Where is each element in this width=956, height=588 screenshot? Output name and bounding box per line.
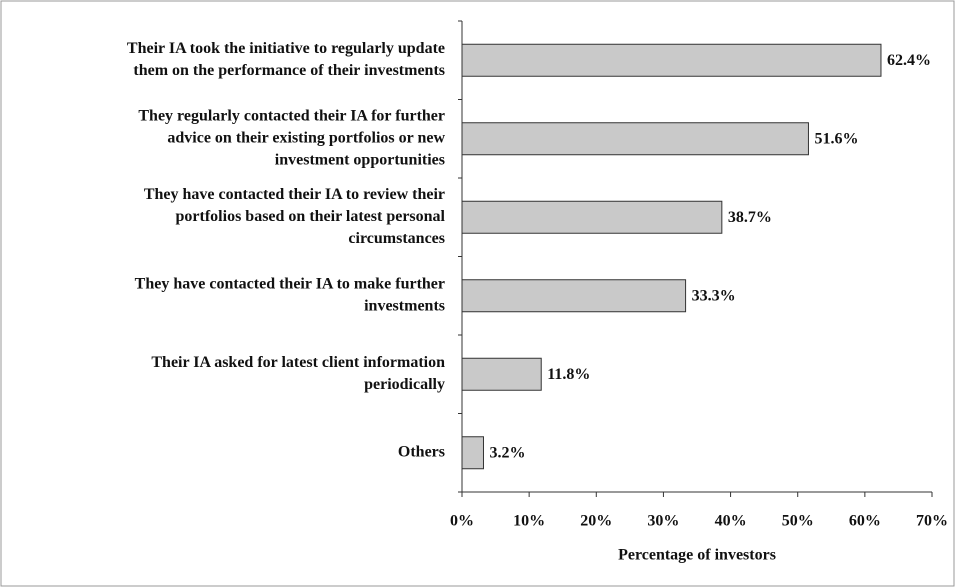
value-label: 33.3% [692,287,736,304]
y-tick-label: investment opportunities [275,151,445,168]
x-tick-label: 60% [849,513,881,530]
y-tick-label: Others [398,443,445,460]
value-label: 3.2% [489,444,525,461]
x-tick-label: 20% [580,513,612,530]
value-label: 51.6% [814,130,858,147]
bar [461,200,723,234]
y-tick-label: Their IA asked for latest client informa… [151,354,445,371]
y-tick-label: They regularly contacted their IA for fu… [138,107,445,124]
x-axis-title: Percentage of investors [618,547,776,564]
y-tick-label: circumstances [348,230,445,247]
y-tick-label: investments [364,297,445,314]
bar [461,357,542,391]
x-tick-label: 30% [647,513,679,530]
y-tick-label: Their IA took the initiative to regularl… [127,40,445,57]
bar [461,279,687,313]
x-tick-label: 10% [513,513,545,530]
x-tick-label: 50% [782,513,814,530]
y-tick-label: portfolios based on their latest persona… [176,208,446,225]
bar [461,436,484,470]
y-tick-label: They have contacted their IA to make fur… [135,275,445,292]
y-tick-label: them on the performance of their investm… [133,62,445,79]
bar [461,122,809,156]
value-label: 38.7% [728,209,772,226]
x-tick-label: 0% [450,513,474,530]
x-tick-label: 40% [715,513,747,530]
value-label: 11.8% [547,366,590,383]
bar [461,43,882,77]
y-tick-label: advice on their existing portfolios or n… [167,129,445,146]
y-tick-label: periodically [364,376,445,393]
value-label: 62.4% [887,52,931,69]
x-tick-label: 70% [916,513,948,530]
y-tick-label: They have contacted their IA to review t… [144,186,445,203]
